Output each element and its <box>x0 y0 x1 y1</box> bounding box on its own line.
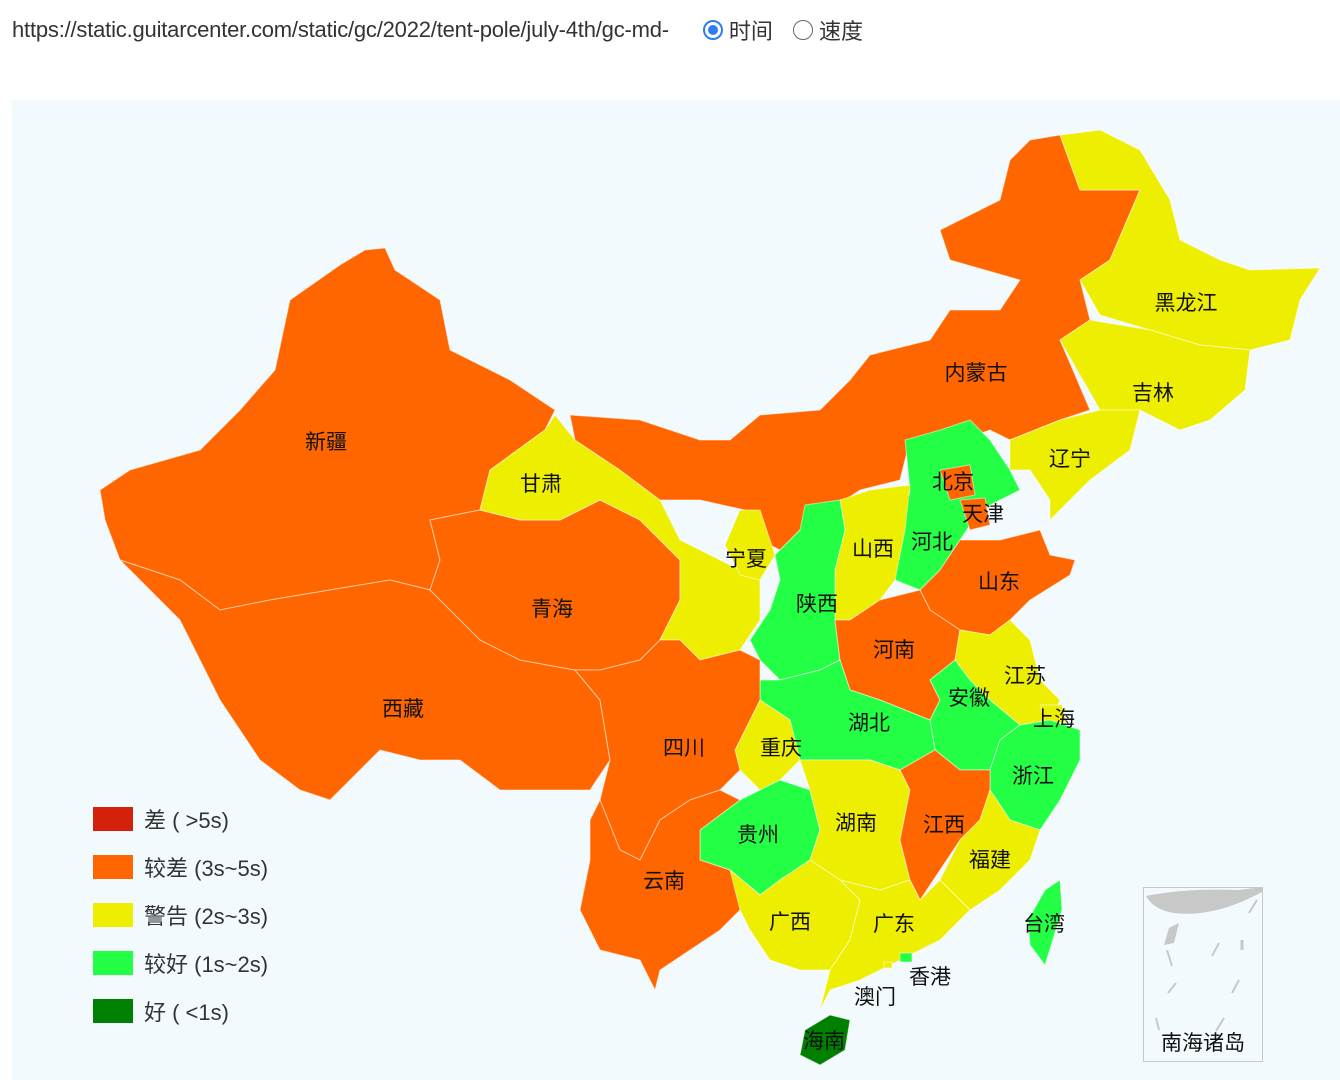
legend-item-good[interactable]: 好 ( <1s) <box>93 987 268 1035</box>
legend-label: 差 ( >5s) <box>144 808 229 833</box>
inset-label: 南海诸岛 <box>1161 1031 1245 1055</box>
legend-swatch <box>93 999 133 1023</box>
province-region[interactable] <box>479 414 761 661</box>
province-label: 贵州 <box>737 823 779 847</box>
province-label: 台湾 <box>1023 912 1065 936</box>
legend-swatch <box>93 807 133 831</box>
province-region[interactable] <box>899 952 913 963</box>
legend-label: 较好 (1s~2s) <box>144 952 269 977</box>
province-region[interactable] <box>1039 704 1067 725</box>
radio-time-label: 时间 <box>728 20 773 45</box>
province-label: 四川 <box>663 736 705 760</box>
legend-swatch <box>93 855 133 879</box>
province-label: 上海 <box>1033 707 1075 731</box>
province-label: 湖北 <box>848 711 890 735</box>
province-region[interactable] <box>1027 879 1063 967</box>
province-label: 辽宁 <box>1049 447 1091 471</box>
province-label: 山东 <box>978 570 1020 594</box>
south-china-sea-inset: 南海诸岛 <box>1143 887 1263 1062</box>
province-label: 河北 <box>911 530 953 554</box>
legend-label: 好 ( <1s) <box>144 1000 229 1025</box>
header-bar: https://static.guitarcenter.com/static/g… <box>12 14 863 46</box>
province-label: 广东 <box>873 912 915 936</box>
province-region[interactable] <box>724 509 776 581</box>
legend-item-warning[interactable]: 警告 (2s~3s) <box>93 891 268 939</box>
radio-speed[interactable]: 速度 <box>792 14 863 46</box>
province-label: 甘肃 <box>520 472 562 496</box>
province-label: 黑龙江 <box>1155 291 1218 315</box>
province-label: 广西 <box>769 910 811 934</box>
legend-item-fair-poor[interactable]: 较差 (3s~5s) <box>93 843 268 891</box>
province-label: 山西 <box>852 537 894 561</box>
province-label: 内蒙古 <box>945 361 1008 385</box>
south-china-sea-islands-icon <box>1146 888 1262 1032</box>
radio-speed-label: 速度 <box>818 20 863 45</box>
province-label: 安徽 <box>948 686 990 710</box>
province-region[interactable] <box>939 464 976 501</box>
province-label: 西藏 <box>382 697 424 721</box>
legend-label: 较差 (3s~5s) <box>144 856 269 881</box>
province-label: 北京 <box>932 470 974 494</box>
province-region[interactable] <box>883 961 893 969</box>
province-label: 海南 <box>803 1029 845 1053</box>
radio-speed-indicator[interactable] <box>792 20 813 40</box>
url-text: https://static.guitarcenter.com/static/g… <box>12 17 669 42</box>
china-map: 新疆西藏 青海 甘肃 内蒙古 黑龙江吉林辽宁河北 北京天津山西陕西 宁夏山东河南江苏 安徽上海… <box>12 100 1340 1080</box>
province-label: 新疆 <box>305 430 347 454</box>
legend-item-poor[interactable]: 差 ( >5s) <box>93 795 268 843</box>
province-region[interactable] <box>1009 409 1141 522</box>
province-label: 青海 <box>531 597 573 621</box>
province-label: 重庆 <box>760 736 802 760</box>
province-label: 宁夏 <box>725 547 767 571</box>
province-label: 江西 <box>923 813 965 837</box>
province-region[interactable] <box>1059 129 1321 351</box>
province-region[interactable] <box>959 497 991 531</box>
province-label: 福建 <box>969 848 1011 872</box>
legend-swatch <box>93 903 133 927</box>
province-label: 澳门 <box>854 985 896 1009</box>
province-region[interactable] <box>939 788 1041 911</box>
province-label: 湖南 <box>835 811 877 835</box>
legend: 差 ( >5s) 较差 (3s~5s) 警告 (2s~3s) 较好 (1s~2s… <box>93 795 268 1035</box>
radio-time-indicator[interactable] <box>702 20 723 40</box>
province-region[interactable] <box>799 1014 851 1066</box>
province-label: 吉林 <box>1132 381 1174 405</box>
province-label: 云南 <box>643 869 685 893</box>
province-label: 陕西 <box>796 592 838 616</box>
province-label: 天津 <box>962 502 1004 526</box>
legend-swatch <box>93 951 133 975</box>
province-label: 河南 <box>873 638 915 662</box>
province-region[interactable] <box>119 559 611 801</box>
legend-label: 警告 (2s~3s) <box>144 904 269 929</box>
province-label: 江苏 <box>1004 664 1046 688</box>
province-region[interactable] <box>1059 319 1251 431</box>
legend-item-fair-good[interactable]: 较好 (1s~2s) <box>93 939 268 987</box>
province-label: 香港 <box>909 965 951 989</box>
province-label: 浙江 <box>1012 764 1054 788</box>
radio-time[interactable]: 时间 <box>702 14 773 46</box>
